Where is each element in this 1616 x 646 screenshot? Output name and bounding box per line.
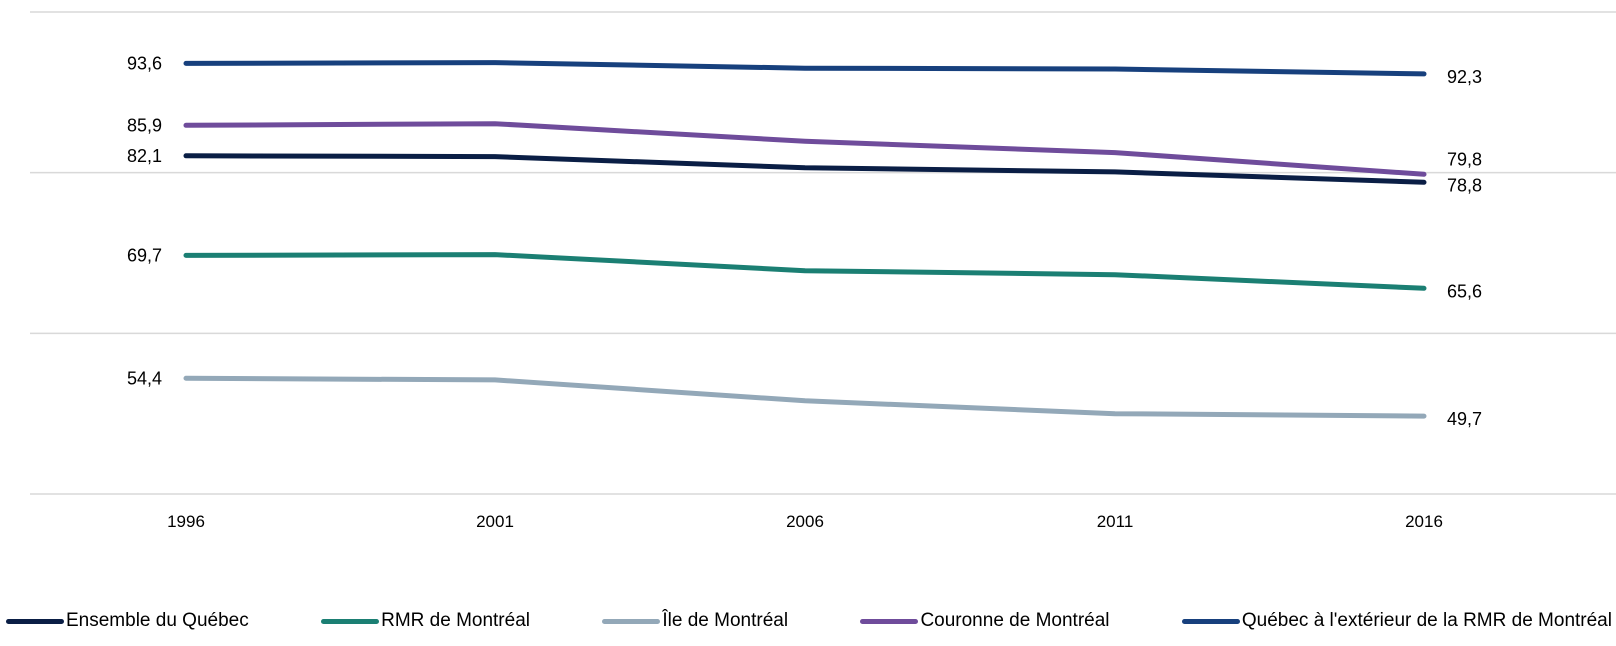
legend-item-ensemble-du-quebec: Ensemble du Québec [6, 610, 249, 632]
series-line [183, 375, 1427, 419]
x-tick-label: 2006 [786, 512, 824, 531]
legend-label: Île de Montréal [662, 610, 789, 631]
data-label-last: 65,6 [1447, 281, 1482, 301]
legend-label: Ensemble du Québec [66, 610, 249, 631]
legend-item-ile-de-montreal: Île de Montréal [602, 610, 788, 632]
x-axis-ticks: 1996 2001 2006 2011 2016 [167, 512, 1443, 531]
data-label-first: 85,9 [127, 115, 162, 135]
data-label-last: 79,8 [1447, 149, 1482, 169]
legend-swatch [1181, 618, 1240, 624]
series-line [183, 121, 1427, 177]
data-label-first: 93,6 [127, 53, 162, 73]
line-chart: 1996 2001 2006 2011 2016 82,1 78,8 69,7 65,6 54,… [30, 11, 1616, 531]
data-label-first: 82,1 [127, 146, 162, 166]
legend-item-rmr-de-montreal: RMR de Montréal [321, 610, 530, 632]
data-label-last: 78,8 [1447, 175, 1482, 195]
legend-label: Québec à l'extérieur de la RMR de Montré… [1241, 610, 1612, 631]
x-tick-label: 2016 [1405, 512, 1443, 531]
legend: Ensemble du Québec RMR de Montréal Île d… [6, 604, 1612, 638]
x-tick-label: 2011 [1097, 512, 1134, 531]
data-label-last: 92,3 [1447, 67, 1482, 87]
series-line [183, 252, 1427, 291]
legend-swatch [602, 618, 661, 624]
data-label-first: 69,7 [127, 245, 162, 265]
legend-label: Couronne de Montréal [920, 610, 1110, 631]
series-line [183, 60, 1427, 77]
legend-swatch [6, 618, 64, 624]
legend-swatch [860, 618, 919, 624]
data-label-first: 54,4 [127, 368, 162, 388]
data-labels: 82,1 78,8 69,7 65,6 54,4 49,7 85,9 79,8 93,6 92,3 [127, 53, 1482, 429]
x-tick-label: 1996 [167, 512, 205, 531]
legend-label: RMR de Montréal [381, 610, 530, 631]
series-lines [183, 60, 1427, 419]
x-tick-label: 2001 [476, 512, 514, 531]
legend-swatch [321, 618, 380, 624]
gridlines [30, 11, 1616, 495]
legend-item-couronne-de-montreal: Couronne de Montréal [860, 610, 1110, 632]
data-label-last: 49,7 [1447, 409, 1482, 429]
series-line [183, 153, 1427, 185]
legend-item-quebec-exterieur-rmr: Québec à l'extérieur de la RMR de Montré… [1181, 610, 1612, 632]
